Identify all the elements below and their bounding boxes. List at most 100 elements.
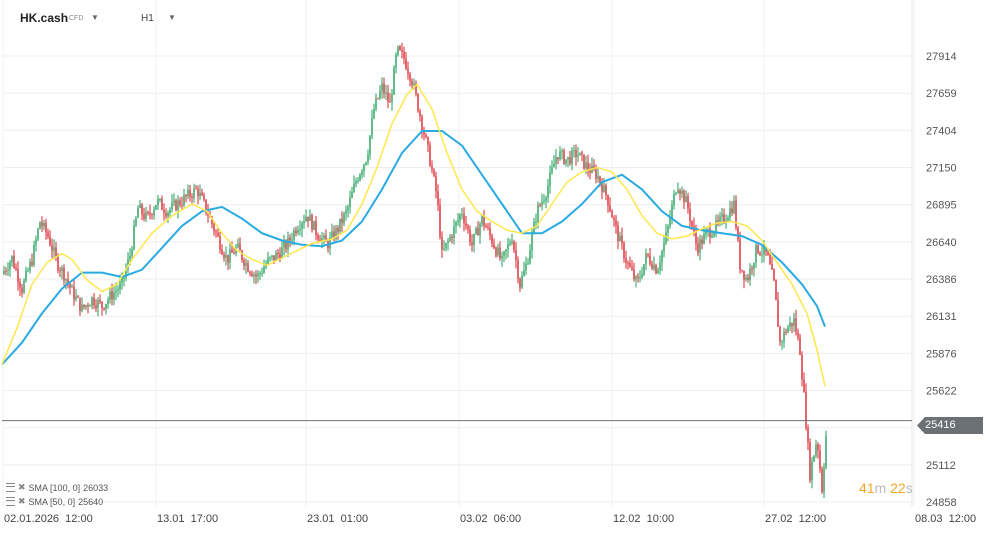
candle-body xyxy=(465,223,467,226)
candle-body xyxy=(409,73,411,81)
candle-body xyxy=(587,162,589,171)
candle xyxy=(387,85,389,109)
candle-body xyxy=(137,208,139,218)
indicator-legend-sma50[interactable]: ✖ SMA [50, 0] 25640 xyxy=(6,496,103,507)
settings-icon[interactable] xyxy=(6,497,15,506)
candle-body xyxy=(775,279,777,301)
candle-body xyxy=(307,216,309,221)
candle-body xyxy=(177,200,179,211)
candle-body xyxy=(45,222,47,233)
remove-icon[interactable]: ✖ xyxy=(18,482,26,492)
candle-body xyxy=(315,220,317,235)
candle xyxy=(547,178,549,203)
candle xyxy=(461,207,463,220)
symbol-dropdown-icon[interactable]: ▼ xyxy=(91,13,99,22)
candle-body xyxy=(15,267,17,270)
candle xyxy=(593,159,595,172)
candle xyxy=(167,210,169,223)
candle xyxy=(479,221,481,244)
countdown-seconds: 22 xyxy=(890,480,906,496)
candle-body xyxy=(701,239,703,244)
candle xyxy=(559,145,561,161)
indicator-legend-sma100[interactable]: ✖ SMA [100, 0] 26033 xyxy=(6,482,108,493)
candle xyxy=(701,235,703,250)
candle-body xyxy=(249,271,251,274)
symbol-name[interactable]: HK.cash xyxy=(20,11,69,25)
candle xyxy=(311,213,313,233)
candle-body xyxy=(675,192,677,194)
candle xyxy=(15,263,17,271)
candle-body xyxy=(539,204,541,206)
candle xyxy=(331,223,333,240)
candle-body xyxy=(713,231,715,236)
timeframe-selector[interactable]: H1 xyxy=(141,13,154,24)
candle-body xyxy=(237,243,239,248)
candle-body xyxy=(267,257,269,264)
candle xyxy=(385,84,387,100)
candle xyxy=(737,225,739,242)
candle-body xyxy=(23,280,25,293)
candle xyxy=(801,351,803,387)
candle xyxy=(359,173,361,182)
candle xyxy=(419,108,421,122)
candle-body xyxy=(691,221,693,227)
candle xyxy=(569,151,571,166)
candle xyxy=(75,288,77,302)
candle-body xyxy=(719,216,721,222)
candle-body xyxy=(757,244,759,253)
candle xyxy=(127,252,129,274)
candle xyxy=(505,249,507,260)
candle-body xyxy=(789,322,791,328)
candle-body xyxy=(261,272,263,274)
candle xyxy=(797,328,799,341)
candle xyxy=(809,438,811,484)
candle-body xyxy=(227,254,229,263)
candle-body xyxy=(185,195,187,197)
candle xyxy=(163,203,165,221)
candle-body xyxy=(671,204,673,219)
candle-body xyxy=(379,90,381,99)
candle-body xyxy=(627,262,629,264)
candle-body xyxy=(679,190,681,194)
candle xyxy=(571,147,573,171)
candle xyxy=(747,273,749,283)
candle-body xyxy=(477,228,479,236)
candle xyxy=(271,254,273,261)
candle xyxy=(499,241,501,261)
candle-body xyxy=(557,157,559,160)
candle-body xyxy=(727,217,729,221)
candle-body xyxy=(735,200,737,228)
timeframe-dropdown-icon[interactable]: ▼ xyxy=(168,13,176,22)
candle-body xyxy=(155,205,157,210)
candle-body xyxy=(815,444,817,456)
candle xyxy=(263,259,265,274)
candle xyxy=(97,297,99,317)
candle xyxy=(17,261,19,291)
candle-body xyxy=(233,252,235,254)
candle xyxy=(375,93,377,112)
candle xyxy=(649,247,651,267)
candle-body xyxy=(583,154,585,169)
candle xyxy=(643,263,645,276)
candle xyxy=(819,444,821,473)
candle-body xyxy=(423,130,425,135)
candle-body xyxy=(467,225,469,230)
candle-body xyxy=(297,230,299,234)
candle-body xyxy=(109,291,111,300)
candle xyxy=(21,283,23,298)
candle-body xyxy=(11,255,13,263)
settings-icon[interactable] xyxy=(6,483,15,492)
candle xyxy=(817,442,819,459)
y-tick-label: 27659 xyxy=(926,88,957,100)
candle xyxy=(803,372,805,393)
candle-body xyxy=(731,208,733,214)
candle-body xyxy=(321,238,323,243)
candle-body xyxy=(93,297,95,306)
candle xyxy=(31,253,33,268)
candle xyxy=(811,457,813,489)
candle xyxy=(749,263,751,286)
candle-body xyxy=(195,188,197,190)
remove-icon[interactable]: ✖ xyxy=(18,496,26,506)
candle xyxy=(267,251,269,266)
